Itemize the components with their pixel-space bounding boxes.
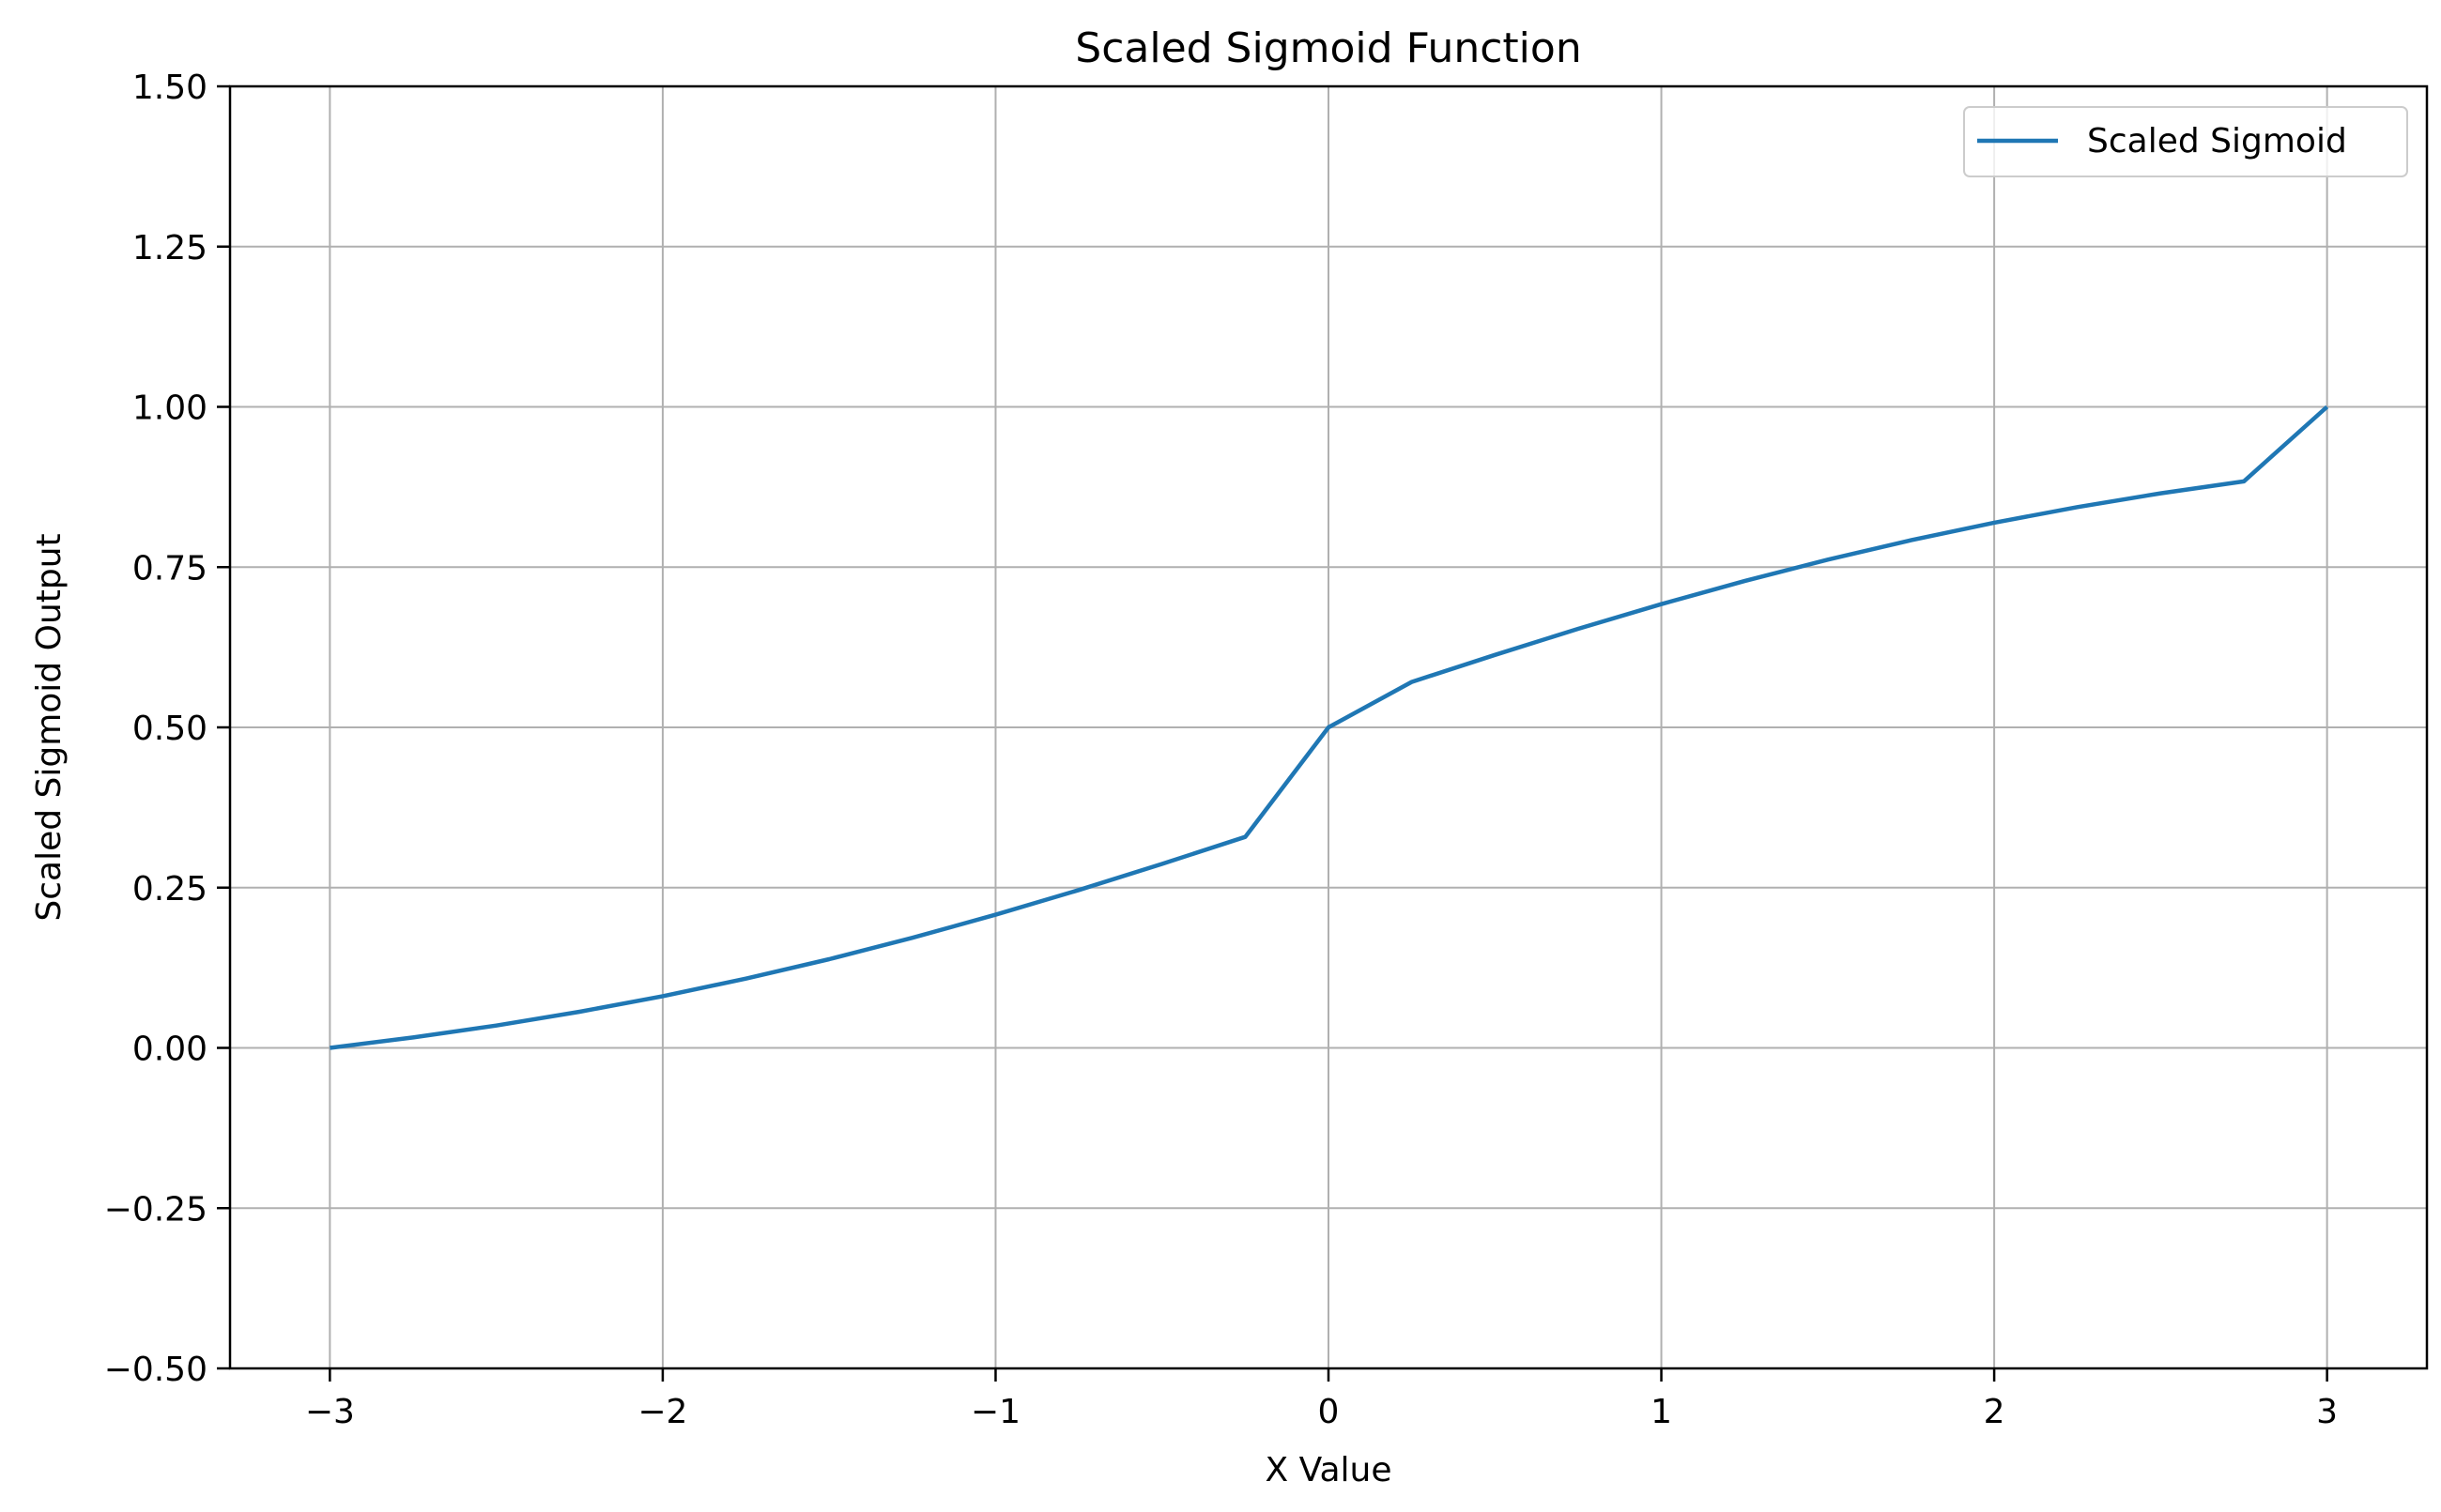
x-tick-label: −2: [637, 1393, 687, 1431]
y-tick-label: −0.25: [104, 1190, 207, 1229]
chart-title: Scaled Sigmoid Function: [1075, 24, 1581, 72]
legend: Scaled Sigmoid: [1963, 106, 2408, 177]
y-tick-label: 0.00: [132, 1031, 207, 1069]
y-tick-label: 0.25: [132, 870, 207, 909]
series-line-scaled-sigmoid: [330, 405, 2329, 1050]
y-axis-ticks: −0.50 −0.25 0.00 0.25 0.50 0.75 1.00 1.25 1.50: [104, 69, 230, 1389]
x-tick-label: −1: [971, 1393, 1021, 1431]
x-tick-label: 2: [1984, 1393, 2005, 1431]
x-tick-label: 3: [2316, 1393, 2338, 1431]
y-tick-label: 1.25: [132, 229, 207, 267]
y-tick-label: 1.00: [132, 389, 207, 428]
x-axis-label: X Value: [1266, 1451, 1392, 1489]
x-tick-label: 0: [1318, 1393, 1340, 1431]
y-tick-label: −0.50: [104, 1351, 207, 1389]
series-layer: [330, 405, 2329, 1050]
y-tick-label: 0.50: [132, 710, 207, 748]
y-tick-label: 1.50: [132, 69, 207, 107]
x-tick-label: 1: [1650, 1393, 1672, 1431]
y-tick-label: 0.75: [132, 549, 207, 588]
y-axis-label: Scaled Sigmoid Output: [30, 533, 69, 921]
legend-box: [1963, 106, 2408, 177]
legend-label: Scaled Sigmoid: [2087, 122, 2347, 160]
grid: [230, 85, 2427, 1369]
x-tick-label: −3: [305, 1393, 355, 1431]
x-axis-ticks: −3 −2 −1 0 1 2 3: [305, 1368, 2338, 1431]
